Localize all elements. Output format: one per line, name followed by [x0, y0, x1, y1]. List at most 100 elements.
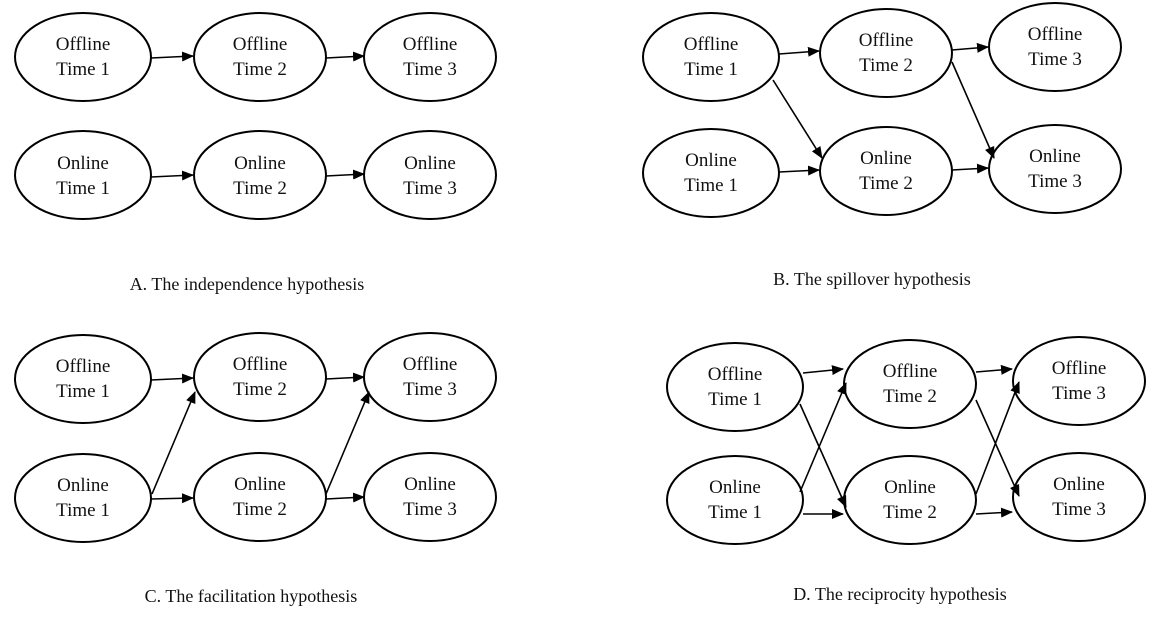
caption-a: A. The independence hypothesis [130, 274, 365, 294]
node-label: Time 1 [56, 500, 110, 521]
node-label: Offline [56, 356, 111, 377]
node-label: Time 3 [1028, 49, 1082, 70]
node-label: Online [1053, 474, 1105, 495]
node-label: Time 2 [233, 59, 287, 80]
node-label: Offline [233, 354, 288, 375]
arrow-b-offline1-offline2 [778, 46, 820, 57]
arrow-a-offline1-offline2 [150, 51, 194, 62]
node-d-offline-time2: Offline Time 2 [843, 339, 977, 429]
node-label: Online [57, 153, 109, 174]
arrow-d-online1-offline2 [799, 382, 847, 493]
node-a-online-time3: Online Time 3 [363, 130, 497, 220]
node-d-online-time3: Online Time 3 [1012, 452, 1146, 542]
node-label: Offline [403, 34, 458, 55]
node-label: Time 1 [56, 59, 110, 80]
arrow-a-online2-online3 [325, 169, 365, 180]
node-label: Offline [883, 361, 938, 382]
node-label: Time 2 [233, 499, 287, 520]
node-label: Online [860, 148, 912, 169]
arrow-a-offline2-offline3 [325, 51, 365, 62]
node-label: Online [234, 153, 286, 174]
node-label: Offline [56, 34, 111, 55]
arrow-d-offline2-online3 [975, 399, 1020, 497]
node-c-offline-time2: Offline Time 2 [193, 332, 327, 422]
node-b-offline-time3: Offline Time 3 [988, 2, 1122, 92]
arrow-c-online1-offline2 [151, 391, 196, 495]
arrow-d-offline1-online2 [799, 403, 847, 508]
node-label: Offline [1028, 24, 1083, 45]
node-label: Time 1 [56, 381, 110, 402]
node-label: Time 3 [1052, 499, 1106, 520]
node-label: Online [884, 477, 936, 498]
node-d-online-time2: Online Time 2 [843, 455, 977, 545]
node-a-online-time2: Online Time 2 [193, 130, 327, 220]
node-b-online-time1: Online Time 1 [642, 128, 780, 218]
node-a-online-time1: Online Time 1 [14, 130, 152, 220]
node-c-online-time2: Online Time 2 [193, 452, 327, 542]
node-label: Time 2 [883, 386, 937, 407]
node-b-online-time2: Online Time 2 [819, 126, 953, 216]
node-label: Offline [684, 34, 739, 55]
node-label: Online [404, 474, 456, 495]
arrow-d-online2-online3 [975, 507, 1013, 518]
node-b-online-time3: Online Time 3 [988, 124, 1122, 214]
node-label: Time 3 [1028, 171, 1082, 192]
arrow-b-offline2-online3 [951, 61, 995, 159]
node-a-offline-time3: Offline Time 3 [363, 12, 497, 102]
arrow-b-online1-online2 [778, 165, 820, 176]
node-label: Time 3 [403, 499, 457, 520]
panel-b-spillover: Offline Time 1 Offline Time 2 Offline Ti… [642, 2, 1122, 289]
node-d-online-time1: Online Time 1 [666, 455, 804, 545]
node-label: Time 1 [708, 502, 762, 523]
panel-a-independence: Offline Time 1 Offline Time 2 Offline Ti… [14, 12, 497, 294]
node-label: Online [234, 474, 286, 495]
node-label: Offline [1052, 358, 1107, 379]
arrow-b-offline1-online2 [772, 79, 823, 159]
node-label: Offline [859, 30, 914, 51]
node-label: Online [1029, 146, 1081, 167]
node-label: Time 3 [403, 178, 457, 199]
node-d-offline-time3: Offline Time 3 [1012, 336, 1146, 426]
node-a-offline-time2: Offline Time 2 [193, 12, 327, 102]
node-label: Offline [708, 364, 763, 385]
node-c-online-time1: Online Time 1 [14, 453, 152, 543]
arrow-d-offline1-offline2 [802, 365, 844, 376]
arrow-a-online1-online2 [150, 170, 194, 181]
node-label: Offline [403, 354, 458, 375]
panel-c-facilitation: Offline Time 1 Offline Time 2 Offline Ti… [14, 332, 497, 606]
caption-c: C. The facilitation hypothesis [145, 586, 358, 606]
node-c-offline-time3: Offline Time 3 [363, 332, 497, 422]
node-label: Offline [233, 34, 288, 55]
node-label: Time 1 [684, 175, 738, 196]
node-label: Time 2 [859, 55, 913, 76]
node-label: Time 1 [56, 178, 110, 199]
node-b-offline-time2: Offline Time 2 [819, 8, 953, 98]
panel-d-reciprocity: Offline Time 1 Offline Time 2 Offline Ti… [666, 336, 1146, 604]
node-label: Time 2 [883, 502, 937, 523]
node-label: Time 1 [708, 389, 762, 410]
caption-b: B. The spillover hypothesis [773, 269, 971, 289]
node-label: Time 3 [1052, 383, 1106, 404]
node-label: Time 2 [233, 178, 287, 199]
node-label: Time 3 [403, 379, 457, 400]
node-c-offline-time1: Offline Time 1 [14, 334, 152, 424]
arrow-c-online2-online3 [325, 492, 365, 503]
arrow-d-offline2-offline3 [975, 364, 1013, 375]
node-label: Time 2 [233, 379, 287, 400]
node-label: Online [685, 150, 737, 171]
arrow-b-offline2-offline3 [951, 42, 989, 53]
node-b-offline-time1: Offline Time 1 [642, 12, 780, 102]
arrow-c-offline2-offline3 [325, 372, 365, 383]
arrow-d-online2-offline3 [975, 381, 1020, 495]
arrow-c-online2-offline3 [325, 391, 370, 495]
node-label: Time 3 [403, 59, 457, 80]
node-a-offline-time1: Offline Time 1 [14, 12, 152, 102]
node-c-online-time3: Online Time 3 [363, 452, 497, 542]
node-label: Online [709, 477, 761, 498]
node-d-offline-time1: Offline Time 1 [666, 342, 804, 432]
node-label: Time 1 [684, 59, 738, 80]
node-label: Online [404, 153, 456, 174]
node-label: Time 2 [859, 173, 913, 194]
node-label: Online [57, 475, 109, 496]
